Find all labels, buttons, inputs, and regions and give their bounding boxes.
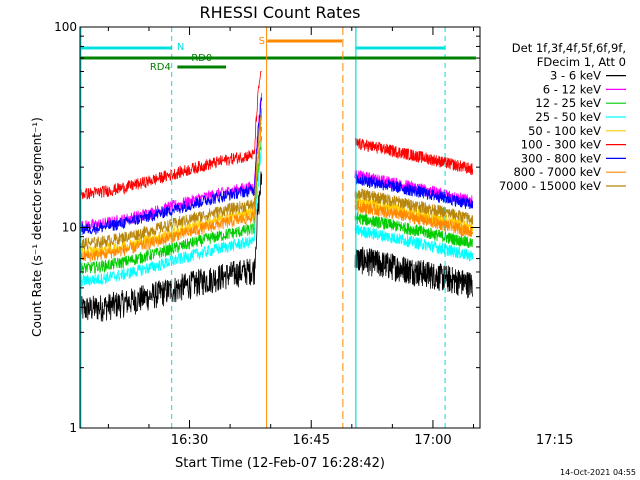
series-line-4	[80, 146, 263, 287]
legend-entry-label: 800 - 7000 keV	[513, 165, 601, 179]
series-line-4-b	[354, 224, 474, 262]
legend-entry-label: 25 - 50 keV	[535, 110, 601, 124]
series-line-3	[80, 136, 263, 275]
legend-header-line: FDecim 1, Att 0	[537, 55, 626, 69]
legend-entry-label: 50 - 100 keV	[528, 124, 601, 138]
series-line-1-b	[354, 246, 474, 299]
series-line-6-b	[354, 137, 474, 176]
y-tick-label: 100	[54, 20, 77, 34]
series-line-3-b	[354, 212, 474, 248]
annotation-s: S	[259, 36, 265, 47]
axes: 16:3016:4517:0017:1517:3017:4518:0011010…	[54, 20, 573, 448]
series-line-9	[80, 108, 263, 250]
annotation-rd0: RD0	[191, 53, 212, 64]
series-line-7-b	[354, 173, 474, 209]
y-tick-label: 1	[69, 421, 77, 435]
x-tick-label: 16:30	[171, 433, 208, 448]
legend-entry-label: 300 - 800 keV	[521, 151, 601, 165]
legend-entry-label: 3 - 6 keV	[550, 69, 601, 83]
y-tick-label: 10	[62, 221, 77, 235]
legend-entry-label: 6 - 12 keV	[543, 82, 601, 96]
y-axis-label: Count Rate (s⁻¹ detector segment⁻¹)	[30, 117, 44, 337]
series-line-7	[80, 97, 263, 236]
chart-title: RHESSI Count Rates	[200, 3, 361, 22]
x-tick-label: 17:00	[414, 433, 451, 448]
x-tick-label: 16:45	[293, 433, 330, 448]
annotation-n: N	[177, 42, 184, 53]
plot-area: N RD0 RD4 S	[80, 27, 476, 428]
series-line-2	[80, 92, 263, 233]
legend-entry-label: 7000 - 15000 keV	[499, 179, 601, 193]
legend-entry-label: 12 - 25 keV	[535, 96, 601, 110]
series-line-9-b	[354, 187, 474, 225]
legend-header-line: Det 1f,3f,4f,5f,6f,9f,	[512, 41, 626, 55]
legend: Det 1f,3f,4f,5f,6f,9f,FDecim 1, Att 03 -…	[499, 41, 626, 193]
annotation-rd4: RD4	[150, 62, 171, 73]
timestamp: 14-Oct-2021 04:55	[560, 468, 636, 477]
x-axis-label: Start Time (12-Feb-07 16:28:42)	[175, 456, 385, 471]
legend-entry-label: 100 - 300 keV	[521, 138, 601, 152]
series-line-8-b	[354, 200, 474, 238]
x-tick-label: 17:15	[536, 433, 573, 448]
